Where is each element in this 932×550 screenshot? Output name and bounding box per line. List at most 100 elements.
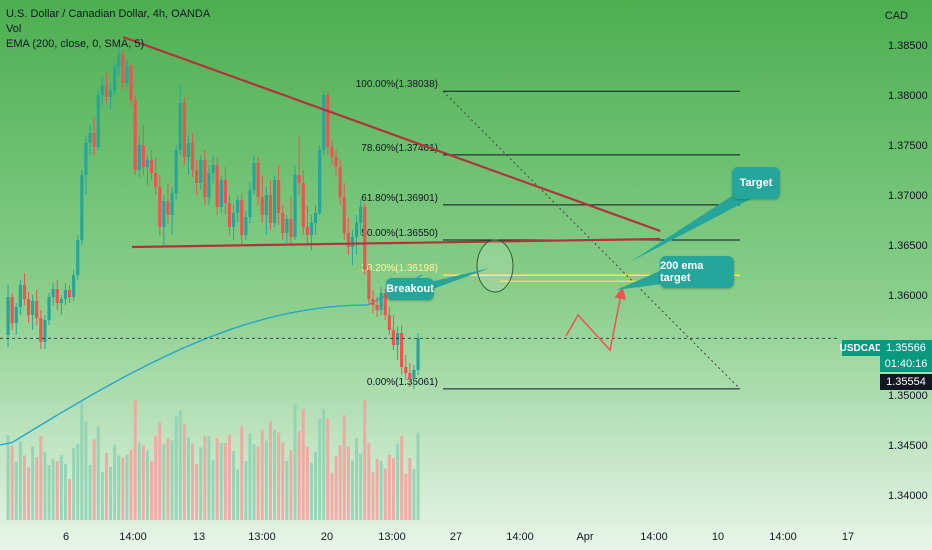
volume-bar (10, 445, 14, 520)
volume-bar (305, 446, 309, 520)
candle-body (408, 373, 412, 379)
volume-bar (314, 451, 318, 520)
time-tick-label: 13 (193, 531, 205, 543)
volume-bar (326, 418, 330, 520)
price-tick-label: 1.34000 (888, 490, 928, 502)
candle-body (326, 95, 330, 147)
price-tick-label: 1.36500 (888, 240, 928, 252)
price-tick-label: 1.35000 (888, 390, 928, 402)
volume-bar (18, 441, 22, 520)
price-tick-label: 1.37000 (888, 190, 928, 202)
candle-body (297, 175, 301, 183)
ema-layer (0, 274, 423, 446)
time-tick-label: 27 (450, 531, 462, 543)
candle-body (268, 195, 273, 223)
support-trendline (131, 237, 661, 249)
volume-bar (416, 432, 420, 520)
candle-body (166, 201, 170, 215)
time-tick-label: 10 (712, 531, 724, 543)
candle-body (18, 285, 22, 307)
volume-bar (178, 410, 182, 520)
candle-body (215, 165, 219, 207)
candle-body (363, 207, 367, 270)
volume-bar (387, 454, 391, 520)
ema-indicator-label[interactable]: EMA (200, close, 0, SMA, 5) (6, 38, 145, 50)
volume-bar (285, 460, 289, 520)
candle-body (252, 163, 256, 190)
candle-body (195, 170, 199, 183)
candle-body (313, 213, 318, 223)
time-tick-label: 14:00 (640, 531, 668, 543)
target-annotation[interactable]: Target (732, 167, 780, 199)
volume-bar (227, 434, 231, 520)
candle-body (240, 200, 244, 235)
candle-body (100, 85, 104, 95)
volume-bar (117, 455, 121, 520)
candle-body (293, 175, 297, 237)
volume-bar (346, 446, 350, 520)
candle-body (219, 180, 223, 207)
candle-body (51, 289, 55, 297)
candle-body (26, 299, 31, 315)
candle-body (203, 160, 207, 197)
volume-bar (166, 438, 170, 520)
candle-body (72, 275, 76, 297)
volume-bar (408, 458, 412, 520)
volume-bar (219, 442, 223, 520)
volume-bar (404, 473, 408, 520)
volume-bar (43, 452, 47, 520)
candle-body (47, 297, 51, 320)
volume-bar (104, 452, 108, 520)
volume-bar (240, 426, 244, 520)
volume-bar (375, 458, 379, 520)
candle-body (322, 95, 326, 150)
candle-body (178, 103, 182, 150)
volume-bar (371, 472, 375, 520)
volume-bar (350, 460, 354, 520)
candle-body (342, 197, 346, 233)
candle-body (305, 227, 309, 235)
volume-indicator-label[interactable]: Vol (6, 23, 22, 35)
candle-body (133, 100, 137, 170)
volume-bar (158, 422, 162, 520)
drawings-layer[interactable] (0, 35, 840, 352)
volume-bar (68, 478, 72, 520)
ema-target-annotation[interactable]: 200 ema target (660, 256, 734, 288)
fib-level-label: 0.00%(1.35061) (367, 377, 438, 388)
time-axis[interactable]: 6 14:00 13 13:00 20 13:00 27 14:00 Apr 14:00 10 14:… (63, 531, 854, 543)
candles-layer (6, 45, 420, 389)
fib-level-label: 38.20%(1.36198) (361, 263, 438, 274)
volume-bar (318, 419, 322, 520)
volume-bar (170, 440, 174, 520)
candle-body (301, 183, 305, 227)
volume-bar (121, 457, 125, 520)
time-tick-label: 6 (63, 531, 69, 543)
fib-level-label: 100.00%(1.38038) (356, 79, 438, 90)
volume-bar (223, 442, 227, 520)
volume-bar (232, 451, 236, 520)
breakout-annotation[interactable]: Breakout (386, 278, 434, 300)
current-price-tag[interactable]: 1.35566 (880, 340, 932, 356)
volume-bar (301, 409, 305, 520)
volume-bar (252, 444, 256, 520)
volume-bar (154, 435, 158, 520)
candle-body (145, 160, 150, 167)
symbol-tag[interactable]: USDCAD (840, 340, 882, 356)
volume-bar (207, 436, 211, 520)
candle-body (117, 55, 121, 67)
volume-bar (355, 438, 359, 520)
ema-200-line (0, 274, 423, 446)
volume-bar (379, 460, 383, 520)
candle-body (227, 203, 232, 227)
volume-bar (92, 439, 96, 520)
volume-bar (59, 455, 63, 520)
candle-body (80, 175, 84, 240)
descending-trendline (122, 35, 661, 233)
candle-body (379, 293, 383, 310)
time-tick-label: Apr (576, 531, 593, 543)
last-price-tag[interactable]: 1.35554 (880, 374, 932, 390)
candle-body (113, 67, 117, 90)
volume-bar (22, 455, 26, 520)
volume-bar (63, 463, 67, 520)
